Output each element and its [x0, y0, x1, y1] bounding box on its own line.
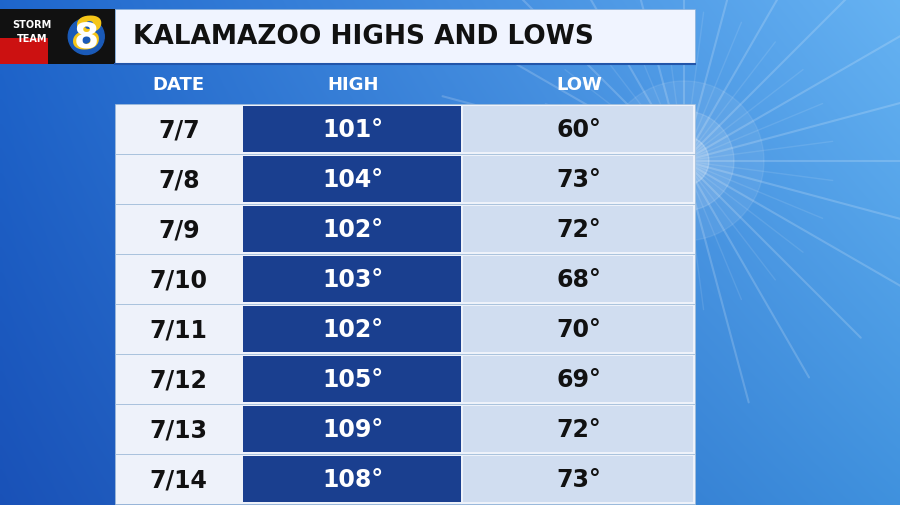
Text: 72°: 72° [556, 218, 601, 241]
Text: 102°: 102° [322, 218, 383, 241]
Bar [115, 404, 695, 454]
Circle shape [674, 152, 694, 172]
Bar [115, 255, 695, 305]
Text: 102°: 102° [322, 317, 383, 341]
Bar [0, 38, 49, 65]
Bar [463, 357, 693, 402]
Bar [115, 305, 695, 355]
Text: 73°: 73° [556, 168, 601, 191]
Text: 60°: 60° [556, 118, 601, 142]
Text: 109°: 109° [322, 417, 383, 441]
Text: 70°: 70° [556, 317, 601, 341]
Text: 73°: 73° [556, 467, 601, 491]
Bar [463, 307, 693, 352]
Text: 7/11: 7/11 [150, 317, 208, 341]
Text: 68°: 68° [556, 268, 601, 291]
Bar [243, 456, 461, 502]
Text: 8: 8 [71, 16, 102, 59]
Text: LOW: LOW [556, 76, 602, 94]
Text: 7/14: 7/14 [150, 467, 208, 491]
Text: 103°: 103° [322, 268, 383, 291]
Text: KALAMAZOO HIGHS AND LOWS: KALAMAZOO HIGHS AND LOWS [133, 24, 594, 50]
Text: 101°: 101° [322, 118, 383, 142]
Bar [115, 105, 695, 155]
Text: 108°: 108° [322, 467, 383, 491]
Bar [463, 406, 693, 452]
Text: 104°: 104° [322, 168, 383, 191]
Text: HIGH: HIGH [327, 76, 379, 94]
Bar [115, 10, 695, 65]
Text: 7/9: 7/9 [158, 218, 200, 241]
Text: 72°: 72° [556, 417, 601, 441]
Bar [115, 355, 695, 404]
Text: 7/12: 7/12 [150, 367, 208, 391]
Text: 7/10: 7/10 [149, 268, 208, 291]
Bar [243, 207, 461, 252]
Bar [243, 406, 461, 452]
Bar [463, 456, 693, 502]
Bar [243, 107, 461, 153]
Circle shape [634, 112, 734, 212]
Bar [463, 157, 693, 203]
Text: 7/7: 7/7 [158, 118, 200, 142]
Text: 7/8: 7/8 [158, 168, 200, 191]
Text: 7/13: 7/13 [149, 417, 208, 441]
Text: 105°: 105° [322, 367, 383, 391]
Bar [115, 205, 695, 255]
Circle shape [604, 82, 764, 241]
Text: 69°: 69° [556, 367, 601, 391]
Text: STORM: STORM [13, 20, 52, 30]
Bar [243, 357, 461, 402]
Bar [463, 257, 693, 302]
Bar [0, 10, 115, 65]
Circle shape [68, 20, 104, 56]
Bar [115, 155, 695, 205]
Text: 8: 8 [74, 21, 99, 55]
Bar [243, 157, 461, 203]
Bar [243, 307, 461, 352]
Text: TEAM: TEAM [17, 34, 48, 44]
Bar [243, 257, 461, 302]
Bar [115, 454, 695, 504]
Text: DATE: DATE [153, 76, 205, 94]
Bar [463, 107, 693, 153]
Bar [463, 207, 693, 252]
Circle shape [659, 137, 709, 186]
